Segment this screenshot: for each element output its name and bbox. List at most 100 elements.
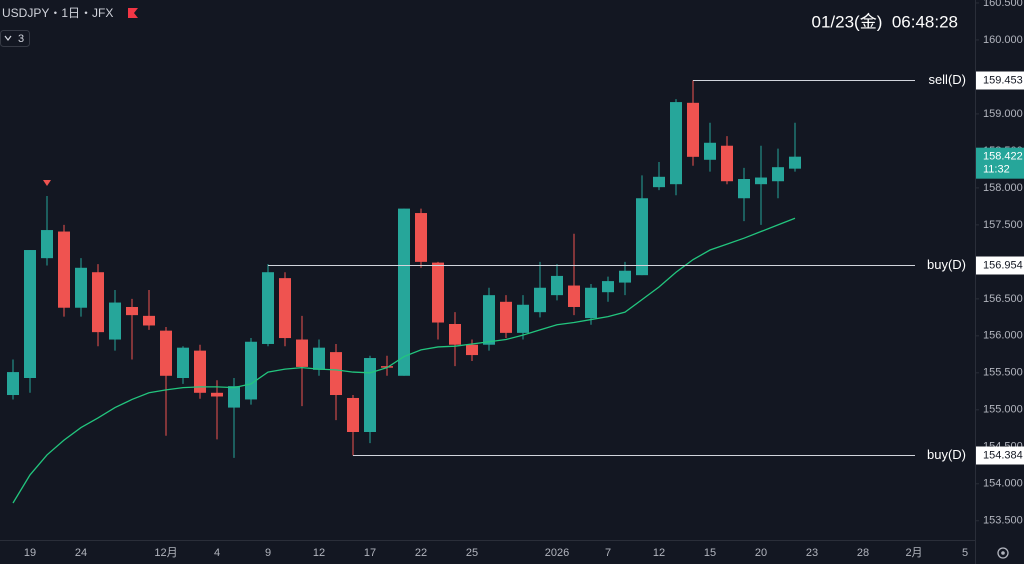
x-tick-label: 9 xyxy=(265,547,271,559)
candle-body xyxy=(789,156,801,169)
y-tick-label: 156.000 xyxy=(983,330,1023,342)
candle-body xyxy=(160,330,172,376)
last-price: 158.422 xyxy=(983,151,1023,163)
candle-body xyxy=(58,231,70,308)
candle-body xyxy=(721,145,733,182)
candle-body xyxy=(24,250,36,378)
candle-body xyxy=(500,301,512,333)
level-price-box xyxy=(976,256,1024,275)
candle-body xyxy=(704,142,716,160)
candle-body xyxy=(636,198,648,276)
candle-body xyxy=(449,324,461,345)
candle-body xyxy=(772,167,784,182)
candle-body xyxy=(109,302,121,340)
y-tick-label: 154.000 xyxy=(983,478,1023,490)
candle-body xyxy=(194,350,206,393)
settings-icon-center xyxy=(1001,551,1005,555)
moving-average xyxy=(12,217,796,504)
candle-body xyxy=(143,315,155,326)
candle-body xyxy=(466,344,478,356)
level-price: 154.384 xyxy=(983,449,1023,461)
level-price: 159.453 xyxy=(983,74,1023,86)
x-tick-label: 12 xyxy=(313,547,325,559)
x-tick-label: 12 xyxy=(653,547,665,559)
level-label: buy(D) xyxy=(927,447,966,462)
x-tick-label: 25 xyxy=(466,547,478,559)
x-tick-label: 20 xyxy=(755,547,767,559)
level-price-box xyxy=(976,446,1024,465)
y-tick-label: 153.500 xyxy=(983,515,1023,527)
x-tick-label: 24 xyxy=(75,547,87,559)
candle-body xyxy=(534,287,546,313)
candle-body xyxy=(313,347,325,370)
indicator-toggle[interactable] xyxy=(0,30,30,47)
x-tick-label: 2月 xyxy=(905,547,922,559)
candle-body xyxy=(228,386,240,408)
indicator-count: 3 xyxy=(18,33,24,45)
chevron-icon xyxy=(4,35,12,41)
candle-body xyxy=(415,213,427,262)
x-tick-label: 28 xyxy=(857,547,869,559)
clock: 01/23(金) 06:48:28 xyxy=(812,12,958,31)
x-tick-label: 19 xyxy=(24,547,36,559)
plot-area: 19 24 12月 4 9 12 17 22 25 2026 7 12 15 20 23 28 2月 5 153.5… xyxy=(7,0,1024,559)
candle-body xyxy=(126,306,138,316)
candle-body xyxy=(177,347,189,378)
y-tick-label: 155.500 xyxy=(983,367,1023,379)
x-tick-label: 17 xyxy=(364,547,376,559)
chart-title: USDJPY・1日・JFX xyxy=(2,6,113,20)
candle-body xyxy=(551,275,563,296)
candle-body xyxy=(7,372,19,396)
candle-body xyxy=(262,272,274,344)
candle-body xyxy=(245,341,257,400)
x-tick-label: 7 xyxy=(605,547,611,559)
candle-body xyxy=(738,179,750,199)
y-tick-label: 155.000 xyxy=(983,404,1023,416)
signal-marker xyxy=(43,180,51,187)
x-tick-label: 15 xyxy=(704,547,716,559)
candle-body xyxy=(483,295,495,345)
candle-body xyxy=(687,102,699,157)
candle-body xyxy=(755,177,767,185)
x-tick-label: 12月 xyxy=(154,547,177,559)
level-price: 156.954 xyxy=(983,259,1023,271)
x-tick-label: 2026 xyxy=(545,547,569,559)
candle-body xyxy=(432,262,444,323)
y-tick-label: 157.500 xyxy=(983,219,1023,231)
candle-body xyxy=(92,272,104,333)
candle-body xyxy=(585,287,597,319)
candle-body xyxy=(517,304,529,333)
candle-body xyxy=(602,281,614,293)
level-label: buy(D) xyxy=(927,257,966,272)
candle-body xyxy=(330,352,342,396)
y-tick-label: 160.500 xyxy=(983,0,1023,9)
candle-body xyxy=(568,285,580,307)
candle-body xyxy=(670,102,682,185)
x-tick-label: 4 xyxy=(214,547,220,559)
level-label: sell(D) xyxy=(928,72,966,87)
level-price-box xyxy=(976,71,1024,90)
candle-body xyxy=(279,278,291,339)
candle-body xyxy=(347,397,359,432)
candle-body xyxy=(619,270,631,283)
y-tick-label: 156.500 xyxy=(983,293,1023,305)
x-tick-label: 23 xyxy=(806,547,818,559)
last-price-box xyxy=(976,147,1024,179)
candle-body xyxy=(398,208,410,376)
x-tick-label: 22 xyxy=(415,547,427,559)
flag-icon[interactable] xyxy=(128,8,138,18)
candle-body xyxy=(75,267,87,308)
candle-body xyxy=(364,358,376,432)
y-tick-label: 159.000 xyxy=(983,108,1023,120)
x-tick-label: 5 xyxy=(962,547,968,559)
y-tick-label: 160.000 xyxy=(983,34,1023,46)
settings-icon[interactable] xyxy=(997,547,1009,559)
candle-body xyxy=(211,392,223,397)
candle-body xyxy=(296,339,308,367)
countdown: 11:32 xyxy=(983,164,1010,176)
candle-body xyxy=(653,176,665,188)
y-tick-label: 158.000 xyxy=(983,182,1023,194)
candle-body xyxy=(41,230,53,259)
